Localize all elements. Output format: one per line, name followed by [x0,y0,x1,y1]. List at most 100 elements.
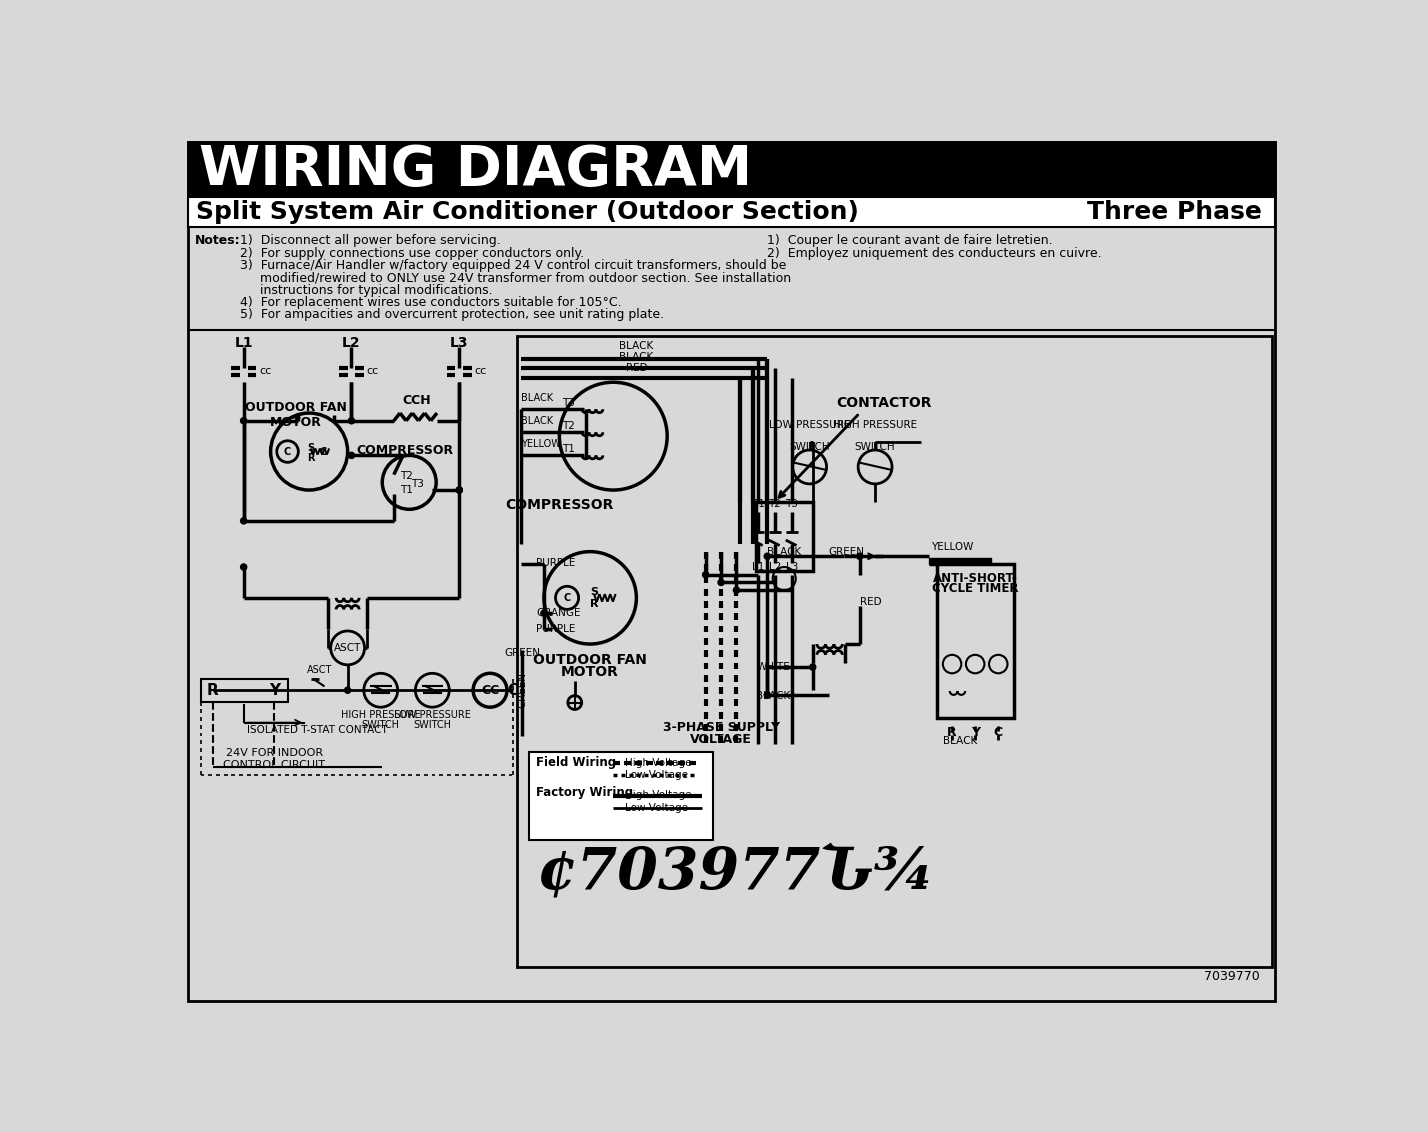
Text: YELLOW: YELLOW [931,541,974,551]
Circle shape [348,453,354,458]
Text: L3: L3 [785,563,798,572]
Bar [188,142,1275,197]
Text: WIRING DIAGRAM: WIRING DIAGRAM [198,143,753,197]
Circle shape [703,572,708,577]
Text: T1: T1 [561,444,574,454]
Text: RED: RED [860,597,881,607]
Text: R: R [590,599,598,609]
Bar [188,197,1275,226]
Text: Three Phase: Three Phase [1087,200,1261,224]
Text: T1: T1 [400,484,413,495]
Text: YELLOW: YELLOW [521,439,561,449]
Text: R: R [207,683,218,697]
Text: COMPRESSOR: COMPRESSOR [506,498,614,512]
Text: Y: Y [268,683,280,697]
Text: OUTDOOR FAN: OUTDOOR FAN [533,653,647,667]
Bar [517,336,1271,968]
Circle shape [348,418,354,423]
Text: Low Voltage: Low Voltage [625,770,688,780]
Text: T3: T3 [561,397,574,408]
Text: 24V FOR INDOOR: 24V FOR INDOOR [226,748,323,758]
Text: BLACK: BLACK [755,692,790,702]
Text: S: S [307,443,314,453]
Text: ASCT: ASCT [307,664,331,675]
Text: T2: T2 [768,499,781,509]
Text: L2: L2 [768,563,781,572]
Text: LOW PRESSURE: LOW PRESSURE [394,710,471,720]
Text: COMPRESSOR: COMPRESSOR [357,444,454,457]
Text: 5)  For ampacities and overcurrent protection, see unit rating plate.: 5) For ampacities and overcurrent protec… [240,308,664,321]
Circle shape [456,487,463,494]
Text: instructions for typical modifications.: instructions for typical modifications. [240,284,493,297]
Text: modified/rewired to ONLY use 24V transformer from outdoor section. See installat: modified/rewired to ONLY use 24V transfo… [240,272,791,284]
Text: PURPLE: PURPLE [537,558,575,568]
Text: C: C [284,446,291,456]
Bar [937,564,1014,718]
Text: SWITCH: SWITCH [790,430,830,452]
Text: High Voltage: High Voltage [625,758,691,767]
Text: 1)  Couper le courant avant de faire letretien.: 1) Couper le courant avant de faire letr… [767,234,1052,248]
Text: BLACK: BLACK [767,547,801,557]
Text: CC: CC [481,684,500,696]
Text: ORANGE: ORANGE [537,608,581,618]
Text: L2: L2 [343,336,361,350]
Text: Field Wiring: Field Wiring [537,756,617,769]
Text: ¢703977Ն¾: ¢703977Ն¾ [537,844,935,901]
Text: PURPLE: PURPLE [537,624,575,634]
Circle shape [240,564,247,571]
Text: Factory Wiring: Factory Wiring [537,787,634,799]
Bar [755,501,814,571]
Text: LOW PRESSURE: LOW PRESSURE [768,420,850,430]
Text: SWITCH: SWITCH [413,720,451,729]
Text: BLACK: BLACK [521,417,553,426]
Text: T1: T1 [751,499,764,509]
Text: cc: cc [367,367,378,377]
Text: L3: L3 [450,336,468,350]
Text: VOLTAGE: VOLTAGE [690,734,753,746]
Circle shape [240,517,247,524]
Text: Y: Y [971,726,980,739]
Text: HIGH PRESSURE: HIGH PRESSURE [341,710,420,720]
Circle shape [456,487,463,494]
Text: R: R [947,726,957,739]
Bar [528,752,714,840]
Text: SWITCH: SWITCH [361,720,400,729]
Circle shape [764,554,770,559]
Text: 3-PHASE SUPPLY: 3-PHASE SUPPLY [663,721,780,734]
Circle shape [344,687,351,693]
Text: cc: cc [258,367,271,377]
Text: HIGH PRESSURE: HIGH PRESSURE [833,420,917,430]
Bar [930,558,991,564]
Text: ASCT: ASCT [334,643,361,653]
Text: OUTDOOR FAN
MOTOR: OUTDOOR FAN MOTOR [246,402,347,429]
Circle shape [857,554,863,559]
Text: T2: T2 [400,471,413,481]
Text: WHITE: WHITE [757,662,790,672]
Text: cc: cc [474,367,487,377]
Text: CCH: CCH [403,394,431,406]
Text: SWITCH: SWITCH [855,430,895,452]
Text: BLACK: BLACK [521,393,553,403]
Text: CONTROL CIRCUIT: CONTROL CIRCUIT [223,760,326,770]
Text: L1: L1 [234,336,253,350]
Text: 2)  Employez uniquement des conducteurs en cuivre.: 2) Employez uniquement des conducteurs e… [767,247,1102,259]
Text: L1: L1 [753,563,764,572]
Text: GREEN: GREEN [517,672,527,709]
Text: Low Voltage: Low Voltage [625,803,688,813]
Text: ISOLATED T-STAT CONTACT: ISOLATED T-STAT CONTACT [247,724,387,735]
Circle shape [810,664,815,670]
Text: C: C [507,683,518,697]
Circle shape [541,610,547,616]
Text: 4)  For replacement wires use conductors suitable for 105°C.: 4) For replacement wires use conductors … [240,295,621,309]
Text: ANTI-SHORT-: ANTI-SHORT- [932,572,1018,584]
Text: RED: RED [625,363,647,374]
Circle shape [734,588,740,593]
Text: CYCLE TIMER: CYCLE TIMER [932,583,1018,595]
Circle shape [764,692,770,698]
Text: BLACK: BLACK [620,352,654,362]
Text: CONTACTOR: CONTACTOR [837,396,932,410]
Text: C: C [320,446,327,456]
Text: T2: T2 [561,421,574,431]
Text: 1)  Disconnect all power before servicing.: 1) Disconnect all power before servicing… [240,234,501,248]
Text: T3: T3 [411,479,424,489]
